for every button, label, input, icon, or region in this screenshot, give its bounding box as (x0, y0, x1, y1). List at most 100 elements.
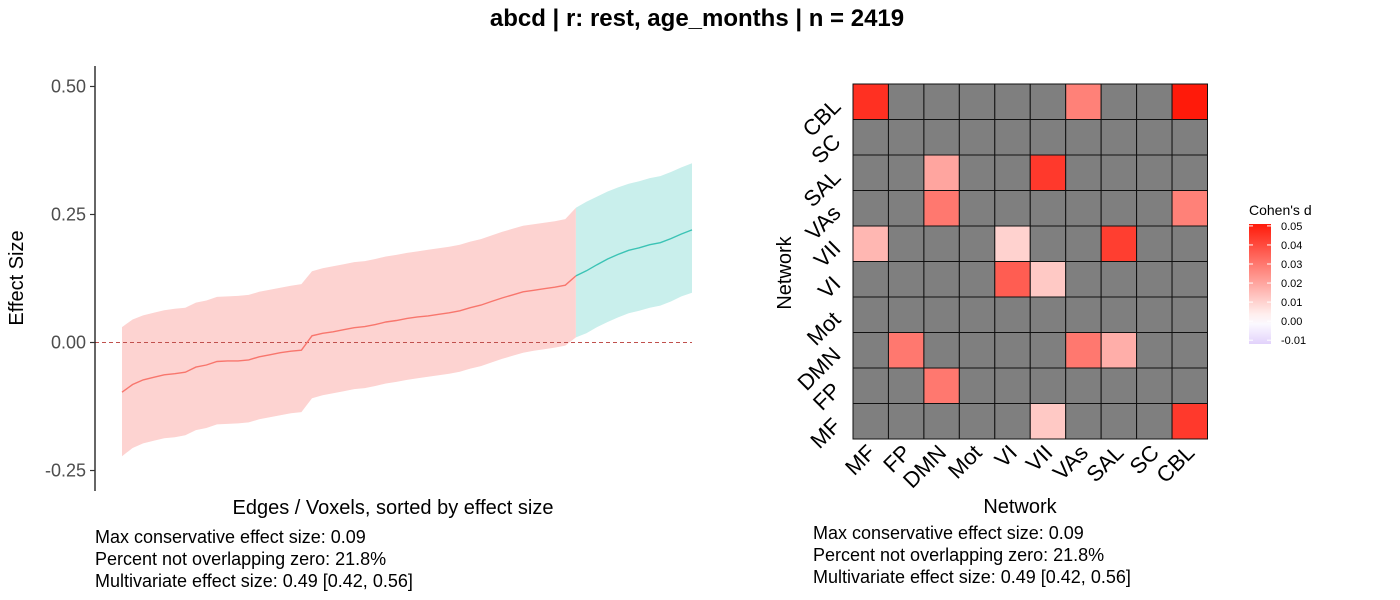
heatmap-cell-FP-VI (994, 367, 1031, 404)
heatmap-cell-Mot-Mot (958, 296, 996, 333)
colorbar-ticks: 0.05 0.04 0.03 0.02 0.01 0.00 -0.01 (1249, 221, 1306, 347)
heatmap-cell-DMN-VI (994, 332, 1031, 369)
heatmap-cell-CBL-SAL (1100, 83, 1138, 120)
heatmap-cell-VAs-MF (852, 190, 889, 227)
heatmap-cell-VAs-SC (1136, 190, 1173, 227)
heatmap-cell-FP-MF (852, 367, 889, 404)
heatmap-cell-VII-VI (994, 225, 1031, 262)
heatmap-y-label: CBL (798, 94, 846, 142)
heatmap-cell-SC-Mot (958, 119, 996, 156)
heatmap-cell-VAs-Mot (958, 190, 996, 227)
heatmap-cell-FP-Mot (958, 367, 996, 404)
y-tick-label: -0.25 (45, 461, 86, 481)
heatmap-cell-DMN-SAL (1100, 332, 1138, 369)
heatmap-cell-CBL-VAs (1065, 83, 1102, 120)
heatmap-cell-DMN-VII (1029, 332, 1067, 369)
estimate-line-overlapping-zero (121, 275, 577, 393)
colorbar-legend: Cohen's d 0.05 0.04 0.03 0.02 0.01 0.00 -0.01 (1249, 202, 1312, 347)
heatmap-cell-MF-FP (887, 403, 925, 440)
y-tick-label: 0.00 (51, 333, 86, 353)
heatmap-cell-SC-VII (1029, 119, 1067, 156)
heatmap-cell-SC-SAL (1100, 119, 1138, 156)
heatmap-y-label: Mot (802, 307, 846, 351)
heatmap-cell-FP-DMN (923, 367, 960, 404)
heatmap-cell-SC-SC (1136, 119, 1173, 156)
colorbar-tick-label: 0.03 (1281, 259, 1302, 271)
heatmap-cell-VII-SC (1136, 225, 1173, 262)
heatmap-cell-VI-VAs (1065, 261, 1102, 298)
heatmap-cell-SC-CBL (1171, 119, 1209, 156)
heatmap-cell-VII-VAs (1065, 225, 1102, 262)
estimate-line-not-overlapping-zero (575, 229, 693, 277)
heatmap-cell-MF-SC (1136, 403, 1173, 440)
stats-left: Max conservative effect size: 0.09 Perce… (95, 526, 413, 592)
heatmap-cell-FP-VII (1029, 367, 1067, 404)
ci-band-not-overlapping-zero (575, 163, 692, 338)
heatmap-cell-VI-FP (887, 261, 925, 298)
heatmap-x-label: SAL (1081, 440, 1128, 487)
heatmap-cell-Mot-DMN (923, 296, 960, 333)
heatmap-y-label: VI (813, 271, 845, 303)
heatmap-cell-FP-SC (1136, 367, 1173, 404)
stat-multivariate-left: Multivariate effect size: 0.49 [0.42, 0.… (95, 571, 413, 591)
heatmap-cell-DMN-FP (887, 332, 925, 369)
stat-max-conservative-left: Max conservative effect size: 0.09 (95, 527, 366, 547)
heatmap-cell-VII-CBL (1171, 225, 1209, 262)
heatmap-cell-MF-Mot (958, 403, 996, 440)
effect-size-panel: -0.25 0.00 0.25 0.50 Edges / Voxels, sorted… (6, 66, 693, 519)
heatmap-cell-SC-FP (887, 119, 925, 156)
heatmap-cell-SAL-MF (852, 154, 889, 191)
heatmap-cell-DMN-DMN (923, 332, 960, 369)
heatmap-x-label: VAs (1048, 440, 1093, 485)
colorbar-tick-label: 0.04 (1281, 240, 1302, 252)
heatmap-cell-CBL-Mot (958, 83, 996, 120)
heatmap-cell-VAs-VI (994, 190, 1031, 227)
heatmap-cell-Mot-VI (994, 296, 1031, 333)
heatmap-y-label: MF (805, 413, 845, 453)
heatmap-cells (852, 83, 1209, 440)
y-tick-label: 0.25 (51, 204, 86, 224)
heatmap-cell-DMN-MF (852, 332, 889, 369)
heatmap-cell-Mot-MF (852, 296, 889, 333)
heatmap-cell-MF-MF (852, 403, 889, 440)
heatmap-cell-Mot-VII (1029, 296, 1067, 333)
heatmap-y-label: SAL (798, 165, 845, 212)
heatmap-cell-VI-MF (852, 261, 889, 298)
y-axis-title: Effect Size (6, 230, 28, 325)
heatmap-cell-FP-VAs (1065, 367, 1102, 404)
heatmap-cell-VI-CBL (1171, 261, 1209, 298)
ci-band-overlapping-zero (122, 207, 576, 457)
heatmap-cell-CBL-VI (994, 83, 1031, 120)
heatmap-cell-MF-CBL (1171, 403, 1209, 440)
heatmap-cell-SAL-CBL (1171, 154, 1209, 191)
heatmap-cell-CBL-CBL (1171, 83, 1209, 120)
heatmap-cell-MF-VII (1029, 403, 1067, 440)
heatmap-cell-MF-SAL (1100, 403, 1138, 440)
heatmap-cell-CBL-SC (1136, 83, 1173, 120)
heatmap-cell-Mot-SC (1136, 296, 1173, 333)
colorbar-tick-label: 0.02 (1281, 278, 1302, 290)
heatmap-cell-DMN-SC (1136, 332, 1173, 369)
stat-multivariate-right: Multivariate effect size: 0.49 [0.42, 0.… (813, 567, 1131, 587)
heatmap-cell-VAs-DMN (923, 190, 960, 227)
heatmap-cell-VAs-FP (887, 190, 925, 227)
heatmap-cell-CBL-MF (852, 83, 889, 120)
y-tick-label: 0.50 (51, 76, 86, 96)
heatmap-cell-SC-VAs (1065, 119, 1102, 156)
heatmap-x-label: MF (840, 440, 880, 480)
heatmap-cell-VAs-SAL (1100, 190, 1138, 227)
heatmap-cell-SAL-SC (1136, 154, 1173, 191)
heatmap-cell-VII-DMN (923, 225, 960, 262)
heatmap-cell-Mot-CBL (1171, 296, 1209, 333)
heatmap-cell-SC-VI (994, 119, 1031, 156)
heatmap-x-axis-title: Network (983, 496, 1057, 518)
y-axis-ticks: -0.25 0.00 0.25 0.50 (45, 76, 95, 481)
heatmap-cell-Mot-SAL (1100, 296, 1138, 333)
heatmap-cell-VI-Mot (958, 261, 996, 298)
heatmap-cell-SAL-DMN (923, 154, 960, 191)
heatmap-cell-VI-SAL (1100, 261, 1138, 298)
heatmap-cell-VII-SAL (1100, 225, 1138, 262)
legend-title: Cohen's d (1249, 202, 1312, 218)
